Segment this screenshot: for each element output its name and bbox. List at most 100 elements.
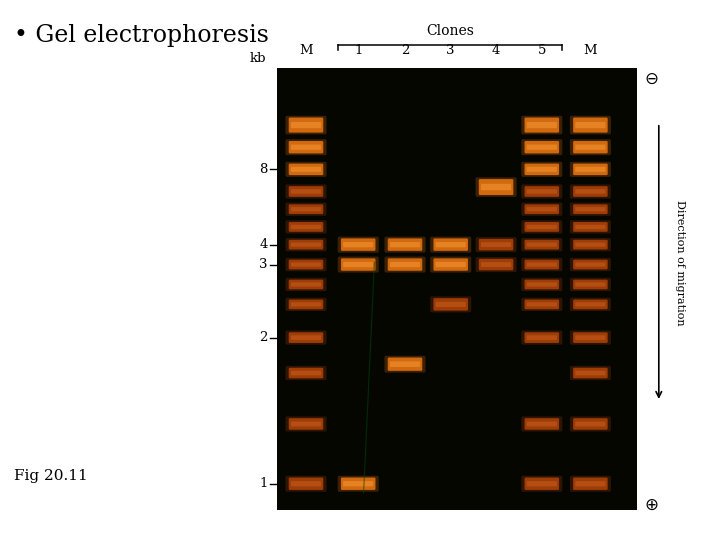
FancyBboxPatch shape xyxy=(291,481,321,487)
Text: 8: 8 xyxy=(259,163,268,176)
FancyBboxPatch shape xyxy=(570,202,611,216)
FancyBboxPatch shape xyxy=(289,368,323,379)
FancyBboxPatch shape xyxy=(524,204,559,214)
FancyBboxPatch shape xyxy=(521,238,562,251)
FancyBboxPatch shape xyxy=(521,202,562,216)
FancyBboxPatch shape xyxy=(475,237,517,252)
FancyBboxPatch shape xyxy=(527,167,557,172)
FancyBboxPatch shape xyxy=(570,220,611,233)
FancyBboxPatch shape xyxy=(338,476,379,492)
FancyBboxPatch shape xyxy=(575,145,606,150)
FancyBboxPatch shape xyxy=(475,257,517,272)
FancyBboxPatch shape xyxy=(289,186,323,197)
FancyBboxPatch shape xyxy=(527,422,557,427)
FancyBboxPatch shape xyxy=(570,278,611,291)
FancyBboxPatch shape xyxy=(521,162,562,177)
FancyBboxPatch shape xyxy=(524,164,559,175)
FancyBboxPatch shape xyxy=(570,116,611,134)
FancyBboxPatch shape xyxy=(524,300,559,309)
FancyBboxPatch shape xyxy=(570,184,611,199)
FancyBboxPatch shape xyxy=(433,258,468,271)
FancyBboxPatch shape xyxy=(524,240,559,249)
FancyBboxPatch shape xyxy=(575,207,606,211)
FancyBboxPatch shape xyxy=(570,139,611,155)
FancyBboxPatch shape xyxy=(390,242,420,247)
FancyBboxPatch shape xyxy=(388,258,422,271)
FancyBboxPatch shape xyxy=(285,116,327,134)
FancyBboxPatch shape xyxy=(481,184,511,190)
FancyBboxPatch shape xyxy=(431,256,472,273)
FancyBboxPatch shape xyxy=(524,477,559,490)
FancyBboxPatch shape xyxy=(384,356,426,373)
FancyBboxPatch shape xyxy=(285,139,327,155)
FancyBboxPatch shape xyxy=(521,116,562,134)
FancyBboxPatch shape xyxy=(575,302,606,307)
FancyBboxPatch shape xyxy=(527,302,557,307)
Text: 2: 2 xyxy=(401,44,409,57)
FancyBboxPatch shape xyxy=(289,118,323,133)
FancyBboxPatch shape xyxy=(575,189,606,194)
FancyBboxPatch shape xyxy=(285,220,327,233)
FancyBboxPatch shape xyxy=(575,167,606,172)
FancyBboxPatch shape xyxy=(573,300,608,309)
FancyBboxPatch shape xyxy=(521,416,562,431)
FancyBboxPatch shape xyxy=(341,258,376,271)
FancyBboxPatch shape xyxy=(521,184,562,199)
Text: ⊕: ⊕ xyxy=(644,496,658,514)
FancyBboxPatch shape xyxy=(291,167,321,172)
Text: Clones: Clones xyxy=(426,24,474,38)
FancyBboxPatch shape xyxy=(570,476,611,492)
FancyBboxPatch shape xyxy=(527,122,557,128)
Text: 4: 4 xyxy=(492,44,500,57)
FancyBboxPatch shape xyxy=(388,357,422,371)
FancyBboxPatch shape xyxy=(289,332,323,343)
FancyBboxPatch shape xyxy=(575,242,606,247)
FancyBboxPatch shape xyxy=(343,481,373,487)
FancyBboxPatch shape xyxy=(521,139,562,155)
FancyBboxPatch shape xyxy=(291,189,321,194)
FancyBboxPatch shape xyxy=(291,335,321,340)
FancyBboxPatch shape xyxy=(291,145,321,150)
FancyBboxPatch shape xyxy=(527,335,557,340)
FancyBboxPatch shape xyxy=(573,141,608,153)
FancyBboxPatch shape xyxy=(521,278,562,291)
FancyBboxPatch shape xyxy=(475,177,517,197)
FancyBboxPatch shape xyxy=(527,225,557,229)
FancyBboxPatch shape xyxy=(291,422,321,427)
FancyBboxPatch shape xyxy=(527,481,557,487)
FancyBboxPatch shape xyxy=(575,122,606,128)
FancyBboxPatch shape xyxy=(436,262,466,267)
FancyBboxPatch shape xyxy=(289,222,323,232)
FancyBboxPatch shape xyxy=(570,330,611,345)
FancyBboxPatch shape xyxy=(570,162,611,177)
FancyBboxPatch shape xyxy=(521,298,562,311)
FancyBboxPatch shape xyxy=(291,225,321,229)
FancyBboxPatch shape xyxy=(285,298,327,311)
FancyBboxPatch shape xyxy=(527,145,557,150)
FancyBboxPatch shape xyxy=(570,416,611,431)
FancyBboxPatch shape xyxy=(343,242,373,247)
FancyBboxPatch shape xyxy=(291,262,321,267)
FancyBboxPatch shape xyxy=(575,422,606,427)
FancyBboxPatch shape xyxy=(573,332,608,343)
Text: 5: 5 xyxy=(538,44,546,57)
FancyBboxPatch shape xyxy=(338,237,379,253)
FancyBboxPatch shape xyxy=(573,186,608,197)
Text: 1: 1 xyxy=(259,477,268,490)
FancyBboxPatch shape xyxy=(431,296,472,312)
FancyBboxPatch shape xyxy=(524,141,559,153)
FancyBboxPatch shape xyxy=(524,418,559,430)
FancyBboxPatch shape xyxy=(285,278,327,291)
FancyBboxPatch shape xyxy=(433,298,468,310)
FancyBboxPatch shape xyxy=(479,259,513,271)
Text: 4: 4 xyxy=(259,238,268,251)
FancyBboxPatch shape xyxy=(289,280,323,289)
FancyBboxPatch shape xyxy=(575,282,606,287)
FancyBboxPatch shape xyxy=(481,242,511,247)
FancyBboxPatch shape xyxy=(575,481,606,487)
FancyBboxPatch shape xyxy=(289,204,323,214)
FancyBboxPatch shape xyxy=(527,282,557,287)
FancyBboxPatch shape xyxy=(291,282,321,287)
Text: Fig 20.11: Fig 20.11 xyxy=(14,469,88,483)
Text: 3: 3 xyxy=(446,44,455,57)
